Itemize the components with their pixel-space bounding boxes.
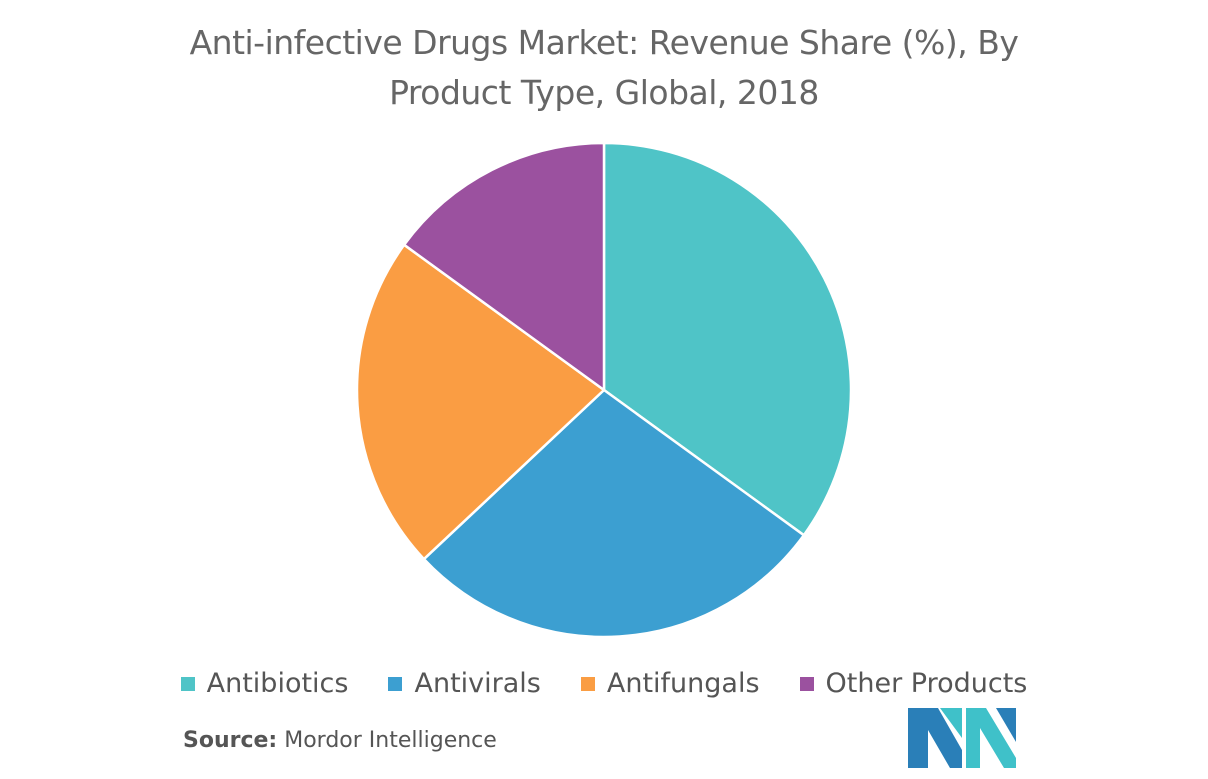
logo-right-bar (996, 708, 1016, 742)
legend-swatch-other-products (799, 676, 814, 691)
legend: Antibiotics Antivirals Antifungals Other… (0, 668, 1208, 699)
legend-item-antibiotics: Antibiotics (180, 668, 349, 699)
pie-slice-other-products (402, 141, 606, 392)
logo-left-shape (908, 708, 962, 768)
pie-slice-antibiotics (602, 141, 853, 537)
legend-swatch-antifungals (580, 676, 595, 691)
legend-item-antifungals: Antifungals (580, 668, 760, 699)
legend-label-antivirals: Antivirals (414, 668, 541, 699)
pie-slice-antifungals (355, 243, 606, 561)
logo-right-shape (966, 708, 1016, 768)
legend-swatch-antivirals (388, 676, 403, 691)
legend-label-antifungals: Antifungals (606, 668, 760, 699)
logo-mid-shape (940, 708, 962, 738)
legend-item-antivirals: Antivirals (388, 668, 541, 699)
chart-title-line-1: Anti-infective Drugs Market: Revenue Sha… (189, 23, 1019, 62)
chart-title-line-2: Product Type, Global, 2018 (389, 73, 819, 112)
source-text: Mordor Intelligence (284, 728, 497, 753)
legend-label-other-products: Other Products (825, 668, 1028, 699)
source-label: Source: (183, 728, 278, 753)
mordor-intelligence-logo (908, 708, 1016, 768)
pie-chart (355, 141, 853, 639)
source-note: Source: Mordor Intelligence (183, 728, 497, 753)
legend-swatch-antibiotics (180, 676, 195, 691)
chart-title: Anti-infective Drugs Market: Revenue Sha… (0, 18, 1208, 118)
legend-item-other-products: Other Products (799, 668, 1028, 699)
pie-slice-antivirals (422, 388, 806, 639)
legend-label-antibiotics: Antibiotics (206, 668, 349, 699)
